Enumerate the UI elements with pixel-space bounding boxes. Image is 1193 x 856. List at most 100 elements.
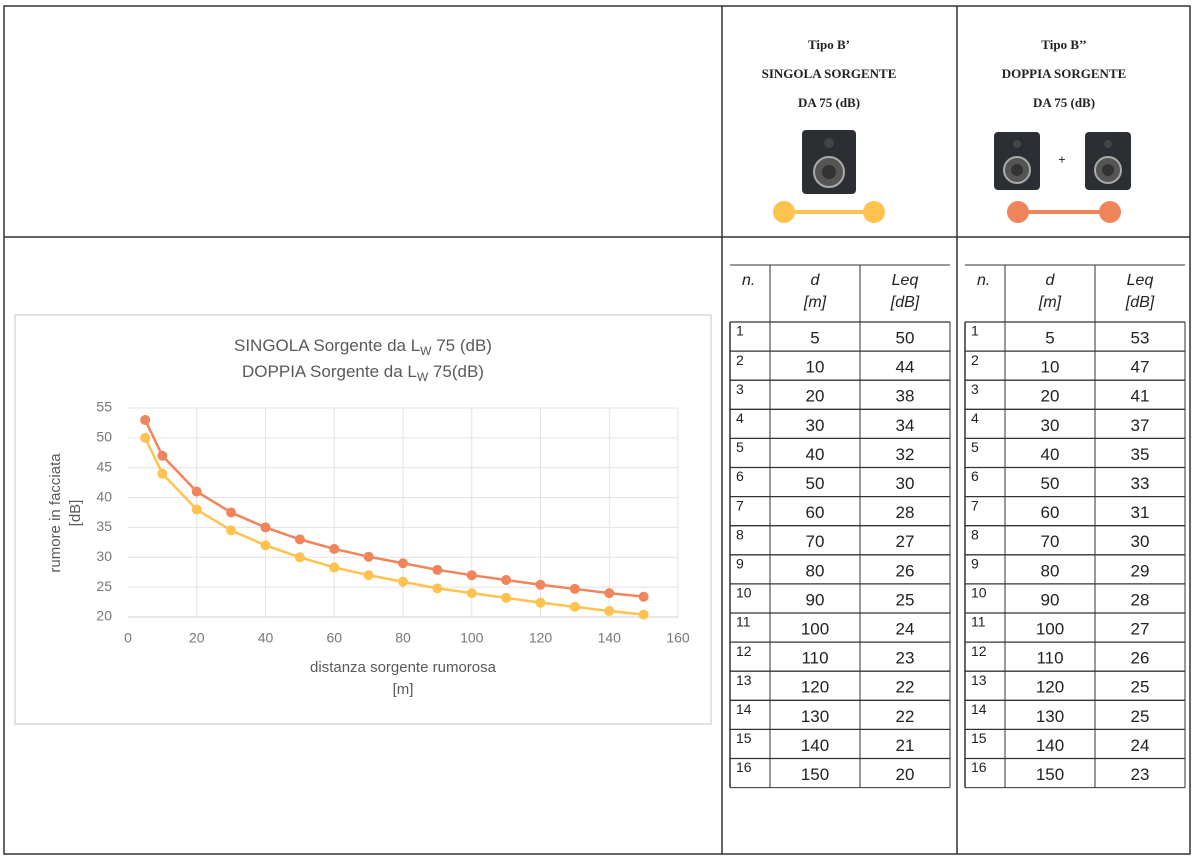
title-text: DOPPIA Sorgente da L [242, 362, 417, 381]
y-tick-label: 55 [96, 399, 112, 415]
point [432, 583, 443, 594]
table-cell: 5 [1045, 328, 1054, 347]
table-cell: 2 [736, 352, 744, 368]
speaker [802, 130, 856, 194]
table-cell: 16 [736, 759, 752, 775]
y-tick-label: 20 [96, 608, 112, 624]
table-cell: 24 [1131, 736, 1150, 755]
table-cell: 25 [1131, 678, 1150, 697]
point [398, 558, 408, 569]
point [466, 570, 477, 581]
title-sub: W [417, 370, 429, 384]
table-cell: 33 [1131, 474, 1150, 493]
table-cell: 35 [1131, 445, 1150, 464]
table-cell: 10 [1041, 358, 1060, 377]
title-text: 75(dB) [428, 362, 484, 381]
table-cell: 30 [806, 416, 825, 435]
table-cell: 28 [896, 503, 915, 522]
table-cell: 13 [971, 672, 987, 688]
point [157, 468, 168, 479]
table-cell: 9 [971, 556, 979, 572]
y-tick-label: 30 [96, 548, 112, 564]
table-cell: 150 [1036, 765, 1064, 784]
table-cell: 11 [736, 614, 751, 630]
table-header: d [1046, 272, 1056, 289]
table-cell: 130 [801, 707, 829, 726]
series-line [144, 437, 644, 616]
table-cell: 29 [1131, 561, 1150, 580]
table-cell: 10 [806, 358, 825, 377]
legend-dot [1007, 201, 1029, 223]
table-cell: 80 [806, 561, 825, 580]
table-cell: 15 [736, 730, 752, 746]
table-cell: 140 [801, 736, 829, 755]
table-cell: 5 [810, 328, 819, 347]
point [260, 540, 271, 551]
point [501, 592, 512, 603]
point [294, 552, 305, 563]
point [569, 601, 580, 612]
y-tick-label: 35 [96, 518, 112, 534]
point [140, 432, 151, 443]
table-cell: 1 [736, 323, 744, 339]
table-cell: 53 [1131, 328, 1150, 347]
table-cell: 90 [1041, 590, 1060, 609]
point [226, 507, 237, 518]
table-cell: 110 [801, 649, 828, 668]
table-cell: 34 [896, 416, 915, 435]
table-cell: 120 [801, 678, 829, 697]
table-cell: 40 [1041, 445, 1060, 464]
x-axis-label: distanza sorgente rumorosa [310, 659, 497, 676]
table-cell: 32 [896, 445, 915, 464]
point [604, 606, 615, 617]
point [569, 583, 580, 594]
table-cell: 22 [896, 678, 915, 697]
frame [3, 5, 1191, 855]
header-text: Tipo B’’ [1041, 37, 1086, 52]
table-cell: 6 [971, 468, 979, 484]
chart-title: SINGOLA Sorgente da LW 75 (dB) [234, 336, 492, 358]
table-header: n. [742, 272, 755, 289]
point [535, 579, 546, 590]
table-cell: 14 [736, 701, 752, 717]
table-cell: 12 [736, 643, 752, 659]
table-cell: 23 [896, 649, 915, 668]
title-sub: W [420, 344, 432, 358]
table-cell: 26 [896, 561, 915, 580]
x-tick-label: 80 [395, 630, 411, 646]
table-cell: 70 [806, 532, 825, 551]
table-cell: 60 [806, 503, 825, 522]
table-cell: 6 [736, 468, 744, 484]
table-cell: 150 [801, 765, 829, 784]
y-axis-label: rumore in facciata [47, 453, 64, 573]
table-cell: 60 [1041, 503, 1060, 522]
table-cell: 16 [971, 759, 987, 775]
y-tick-label: 50 [96, 429, 112, 445]
speaker [1085, 132, 1131, 190]
point [398, 576, 408, 587]
table-cell: 4 [971, 410, 979, 426]
table-cell: 20 [806, 387, 825, 406]
point [363, 570, 374, 581]
table-cell: 50 [1041, 474, 1060, 493]
point [363, 551, 374, 562]
table-header: Leq [1127, 272, 1154, 289]
x-tick-label: 40 [258, 630, 274, 646]
table-cell: 10 [971, 585, 987, 601]
point [260, 522, 271, 533]
table-header: [m] [803, 294, 827, 311]
table-cell: 11 [971, 614, 986, 630]
table-cell: 25 [1131, 707, 1150, 726]
x-tick-label: 120 [529, 630, 553, 646]
table-cell: 44 [896, 358, 915, 377]
table-header: [dB] [1125, 294, 1155, 311]
table-cell: 110 [1036, 649, 1063, 668]
x-tick-label: 60 [326, 630, 342, 646]
table-cell: 37 [1131, 416, 1150, 435]
table-cell: 2 [971, 352, 979, 368]
chart-box [14, 314, 712, 725]
point [535, 597, 546, 608]
point [638, 609, 649, 620]
